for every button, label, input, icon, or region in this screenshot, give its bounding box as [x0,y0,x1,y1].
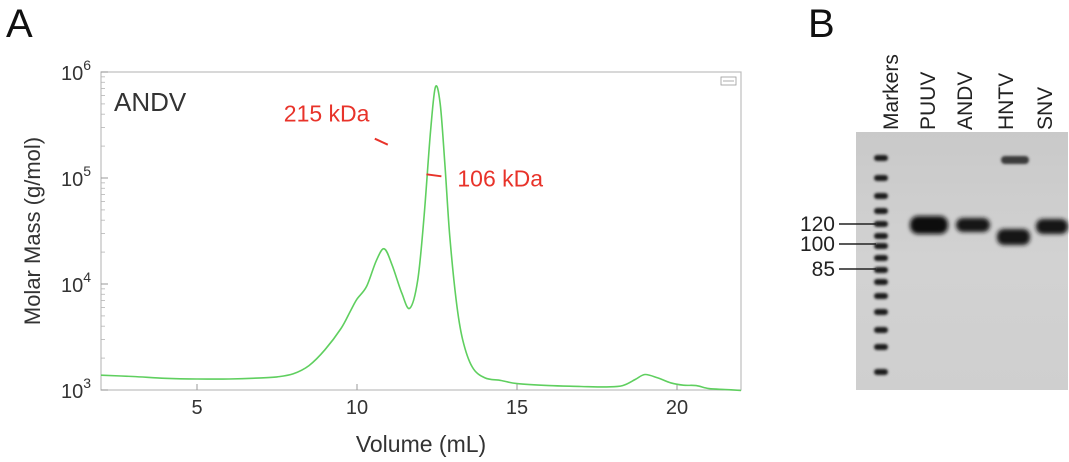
sample-band-puuv [910,216,948,234]
ladder-band [874,327,888,333]
ladder-band [874,175,888,181]
ladder-band [874,233,888,239]
ladder-band [874,221,888,227]
ladder-band [874,255,888,261]
ladder-band [874,344,888,350]
x-tick-label: 15 [506,397,528,419]
ladder-band [874,208,888,214]
gel-lane-label: SNV [1034,87,1057,130]
annotation-label: 106 kDa [457,165,543,191]
gel-lane-label: HNTV [995,73,1018,130]
sample-band-andv [956,218,990,232]
panel-a-letter: A [6,2,33,46]
plot-frame [100,71,742,391]
y-tick-label: 103 [61,375,91,403]
annotations: 215 kDa 106 kDa [284,101,543,192]
ladder-band [874,243,888,249]
y-axis-ticks: 103 104 105 106 [61,57,108,403]
sample-band-snv [1036,219,1068,234]
lane-labels: Markers PUUV ANDV HNTV SNV [880,54,1057,130]
gel-lane-label: Markers [880,54,903,130]
sample-band-hntv-high [1001,156,1029,164]
ladder-band [874,369,888,375]
ladder-band [874,309,888,315]
series-line [100,85,742,392]
marker-size-label: 100 [800,233,835,256]
panel-b-letter: B [808,2,835,46]
annotation-mark [374,137,389,146]
x-axis-label: Volume (mL) [356,431,486,457]
y-tick-label: 104 [61,269,91,297]
sample-band-hntv [997,229,1030,245]
marker-size-label: 85 [812,258,835,281]
marker-size-label: 120 [800,213,835,236]
x-tick-label: 20 [666,397,688,419]
gel-image [856,132,1068,390]
annotation-label: 215 kDa [284,101,370,127]
gel-lane-label: ANDV [954,72,977,130]
gel-lane-label: PUUV [917,72,940,130]
x-tick-label: 5 [191,397,202,419]
ladder-band [874,279,888,285]
annotation-mark [426,173,442,178]
ladder-band [874,155,888,161]
x-axis-ticks: 5 10 15 20 [191,384,688,419]
inset-label: ANDV [114,87,187,117]
ladder-band [874,267,888,273]
ladder-band [874,193,888,199]
y-axis-label: Molar Mass (g/mol) [20,137,45,325]
y-tick-label: 106 [61,57,91,85]
x-tick-label: 10 [346,397,368,419]
y-tick-label: 105 [61,163,91,191]
ladder-band [874,293,888,299]
legend-box [720,76,737,86]
gel-bands [874,155,1068,375]
